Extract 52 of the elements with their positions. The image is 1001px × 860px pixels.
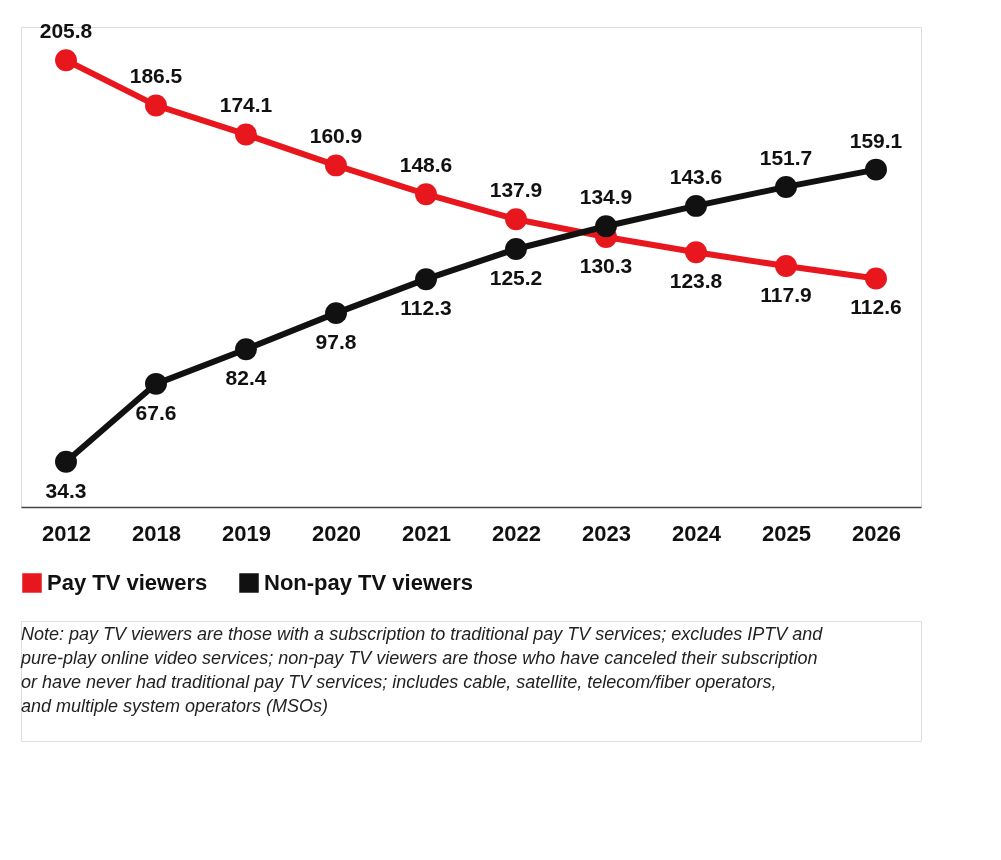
data-label: 137.9: [489, 178, 543, 202]
data-label: 186.5: [129, 64, 183, 88]
x-tick-label: 2018: [132, 520, 181, 546]
point: [685, 194, 707, 217]
data-label: 205.8: [39, 19, 93, 43]
point: [505, 238, 527, 260]
point: [415, 268, 437, 291]
data-label: 34.3: [45, 478, 87, 502]
data-label: 174.1: [219, 93, 273, 117]
data-label: 112.3: [400, 296, 452, 320]
point: [55, 49, 77, 72]
data-label: 148.6: [399, 153, 453, 177]
point: [55, 450, 77, 473]
point: [595, 215, 617, 238]
point: [685, 241, 707, 264]
point: [505, 208, 527, 231]
point: [865, 158, 887, 181]
data-label: 97.8: [315, 330, 357, 354]
data-label: 130.3: [579, 254, 633, 278]
data-label: 143.6: [669, 164, 723, 188]
x-tick-label: 2026: [852, 520, 901, 546]
data-label: 151.7: [759, 145, 813, 169]
x-tick-label: 2023: [582, 520, 631, 546]
data-label: 160.9: [309, 124, 363, 148]
point: [775, 175, 797, 198]
data-label: 117.9: [760, 283, 812, 307]
point: [775, 255, 797, 277]
x-tick-label: 2012: [42, 520, 91, 546]
point: [235, 338, 257, 361]
data-label: 125.2: [489, 265, 543, 289]
point: [145, 372, 167, 395]
x-tick-label: 2022: [492, 520, 541, 546]
data-label: 134.9: [579, 185, 633, 209]
x-tick-label: 2020: [312, 520, 361, 546]
data-label: 159.1: [849, 128, 903, 152]
point: [865, 267, 887, 290]
point: [325, 154, 347, 177]
data-label: 123.8: [669, 269, 723, 293]
data-label: 67.6: [135, 400, 177, 424]
legend-label: Pay TV viewers: [47, 570, 208, 595]
point: [415, 183, 437, 206]
legend-label: Non-pay TV viewers: [264, 570, 474, 595]
point: [145, 94, 167, 117]
data-label: 82.4: [225, 366, 267, 390]
x-tick-label: 2019: [222, 520, 271, 546]
text: Note: pay TV viewers are those with a subscription to traditional pay TV services; excludes IPTV and pure-play online video services; non-pay TV viewers are those who have canceled their subscription or have never had traditional pay TV services; includes cable, satellite, telecom/fiber operators, and multiple system operators (MSOs): [20, 624, 824, 716]
data-label: 112.6: [850, 295, 902, 319]
point: [325, 302, 347, 325]
x-tick-label: 2025: [762, 520, 811, 546]
x-tick-label: 2024: [672, 520, 722, 546]
point: [235, 123, 257, 146]
x-tick-label: 2021: [402, 520, 451, 546]
